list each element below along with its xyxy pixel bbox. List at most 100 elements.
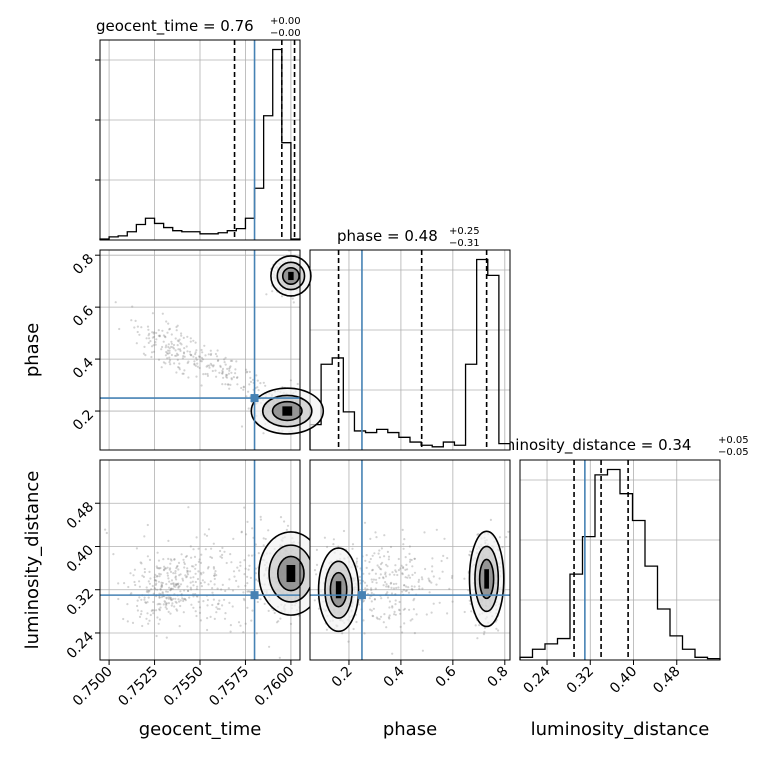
panel-phase-vs-geocent-time-point-487 [179,342,182,345]
panel-luminosity-distance-vs-phase-point-883 [413,632,416,635]
panel-luminosity-distance-vs-geocent-time-point-594 [228,601,231,605]
panel-luminosity-distance-vs-geocent-time-point-428 [165,597,168,600]
panel-phase-vs-geocent-time-point-600 [178,338,181,341]
panel-luminosity-distance-vs-geocent-time-point-306 [174,576,177,579]
panel-luminosity-distance-vs-geocent-time-point-742 [153,579,156,582]
panel-luminosity-distance-vs-geocent-time-point-544 [104,528,107,531]
hist-luminosity-distance [519,459,721,661]
panel-luminosity-distance-vs-phase-point-471 [342,529,346,533]
panel-luminosity-distance-vs-geocent-time-point-713 [207,528,211,531]
panel-luminosity-distance-vs-geocent-time-point-443 [192,584,195,587]
panel-phase-vs-geocent-time-point-584 [245,368,248,371]
panel-luminosity-distance-vs-geocent-time-point-735 [190,588,193,591]
panel-luminosity-distance-vs-geocent-time-point-607 [175,565,179,568]
panel-luminosity-distance-vs-phase-point-818 [391,606,394,609]
panel-luminosity-distance-vs-phase-point-863 [379,573,382,576]
yticklabel-luminosity-distance-1: 0.32 [64,585,97,618]
panel-luminosity-distance-vs-phase-point-882 [406,568,409,571]
panel-phase-vs-geocent-time-point-490 [167,322,170,325]
panel-luminosity-distance-vs-geocent-time-point-645 [233,575,236,578]
panel-phase-vs-geocent-time-point-673 [242,388,245,391]
panel-luminosity-distance-vs-phase-point-904 [370,609,373,612]
panel-phase-vs-geocent-time-point-416 [161,329,164,332]
panel-luminosity-distance-vs-geocent-time-point-626 [163,568,166,571]
panel-luminosity-distance-vs-geocent-time-point-583 [242,591,245,594]
panel-luminosity-distance-vs-geocent-time-point-381 [186,589,190,593]
panel-luminosity-distance-vs-phase-point-869 [387,558,390,561]
panel-luminosity-distance-vs-geocent-time-point-462 [149,577,152,580]
panel-phase-vs-geocent-time-truth-marker [250,394,259,403]
panel-phase-vs-geocent-time-point-465 [178,368,181,371]
panel-phase-vs-geocent-time-point-463 [178,366,181,369]
panel-luminosity-distance-vs-phase-point-466 [355,620,358,624]
panel-luminosity-distance-vs-geocent-time-point-650 [169,562,172,565]
panel-luminosity-distance-vs-geocent-time-point-497 [175,608,178,611]
panel-phase-vs-geocent-time-point-607 [259,382,262,385]
panel-phase-vs-geocent-time-point-477 [131,305,134,308]
panel-phase-vs-geocent-time-point-439 [147,328,150,331]
panel-phase-vs-geocent-time-point-510 [138,333,141,336]
panel-luminosity-distance-vs-geocent-time-point-320 [186,585,189,588]
panel-luminosity-distance-vs-geocent-time-point-603 [196,595,199,598]
panel-luminosity-distance-vs-geocent-time-point-393 [168,580,171,583]
panel-luminosity-distance-vs-phase-point-743 [401,590,404,593]
panel-luminosity-distance-vs-geocent-time-point-512 [174,582,178,585]
panel-phase-vs-geocent-time-point-410 [194,351,197,354]
panel-luminosity-distance-vs-geocent-time-point-341 [174,600,177,603]
panel-luminosity-distance-vs-phase-peak-1 [335,581,342,599]
panel-luminosity-distance-vs-geocent-time-point-399 [155,582,158,585]
panel-luminosity-distance-vs-geocent-time-point-555 [246,520,249,524]
panel-luminosity-distance-vs-geocent-time-point-608 [242,631,245,634]
panel-phase-vs-geocent-time-point-558 [177,348,180,351]
panel-phase-vs-geocent-time-point-1 [280,295,284,298]
panel-luminosity-distance-vs-geocent-time-point-557 [189,586,192,589]
panel-luminosity-distance-vs-phase-point-764 [370,578,373,581]
panel-phase-vs-geocent-time-point-539 [143,345,146,348]
panel-luminosity-distance-vs-geocent-time-point-648 [220,556,224,559]
panel-phase-vs-geocent-time-point-511 [157,334,160,337]
panel-luminosity-distance-vs-phase-point-792 [385,563,388,566]
title-luminosity-distance-name: luminosity_distance [487,436,636,455]
panel-phase-vs-geocent-time-point-433 [182,336,185,339]
panel-luminosity-distance-vs-geocent-time-point-371 [172,582,175,585]
panel-phase-vs-geocent-time-point-426 [172,347,176,350]
panel-luminosity-distance-vs-geocent-time-point-397 [145,586,148,589]
panel-phase-vs-geocent-time-point-466 [167,352,170,355]
panel-luminosity-distance-vs-geocent-time-point-312 [169,596,172,600]
panel-luminosity-distance-vs-geocent-time-point-445 [175,583,178,587]
panel-luminosity-distance-vs-geocent-time-point-324 [154,579,157,582]
panel-luminosity-distance-vs-geocent-time-point-651 [209,555,212,559]
panel-luminosity-distance-vs-geocent-time-point-380 [184,574,187,577]
panel-luminosity-distance-vs-geocent-time-point-382 [168,568,171,571]
panel-luminosity-distance-vs-phase-point-918 [438,601,441,604]
panel-luminosity-distance-vs-geocent-time-point-471 [166,574,169,577]
panel-phase-vs-geocent-time-point-668 [242,385,245,388]
panel-phase-vs-geocent-time-point-506 [161,345,164,349]
panel-luminosity-distance-vs-geocent-time-point-592 [187,506,190,509]
panel-luminosity-distance-vs-phase-point-815 [384,571,387,574]
yticklabel-phase-2: 0.6 [70,303,97,330]
panel-phase-vs-geocent-time-point-549 [161,312,164,315]
title-phase-value: 0.48 [404,227,437,245]
panel-luminosity-distance-vs-phase-point-736 [411,565,414,568]
panel-phase-vs-geocent-time-point-614 [245,371,248,374]
panel-luminosity-distance-vs-geocent-time-point-513 [198,606,202,609]
panel-luminosity-distance-vs-phase-point-646 [355,557,359,560]
panel-luminosity-distance-vs-geocent-time-point-655 [244,584,247,587]
panel-luminosity-distance-vs-geocent-time-point-412 [145,601,148,605]
panel-luminosity-distance-vs-phase-point-836 [403,607,406,611]
panel-luminosity-distance-vs-geocent-time-point-460 [174,575,177,578]
xticklabel-geocent-time-0: 0.7500 [70,664,116,710]
panel-luminosity-distance-vs-geocent-time-point-728 [189,576,192,579]
panel-phase-vs-geocent-time-point-670 [168,327,172,330]
panel-phase-vs-geocent-time-point-613 [255,374,258,377]
xticklabel-phase-1: 0.4 [381,663,408,690]
panel-luminosity-distance-vs-phase-point-825 [398,609,401,612]
panel-phase-vs-geocent-time-point-552 [207,353,210,356]
panel-luminosity-distance-vs-geocent-time-point-425 [159,603,162,606]
panel-luminosity-distance-vs-phase-point-886 [380,547,383,550]
panel-luminosity-distance-vs-geocent-time-point-500 [133,580,136,584]
panel-luminosity-distance-vs-geocent-time-point-663 [163,565,166,568]
panel-luminosity-distance-vs-phase-point-923 [404,556,407,559]
title-luminosity-distance-eq: = [636,436,658,454]
